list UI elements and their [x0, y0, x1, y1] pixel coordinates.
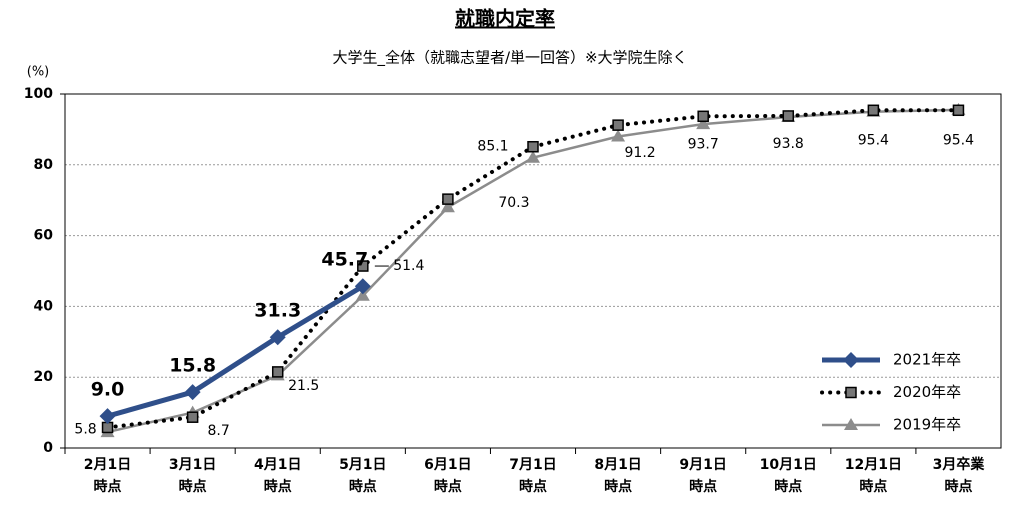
- point: [440, 200, 455, 213]
- point: [697, 110, 709, 123]
- chart-subtitle: 大学生_全体（就職志望者/単一回答）※大学院生除く: [332, 49, 687, 68]
- data-label: 21.5: [288, 378, 319, 394]
- legend-label: 2021年卒: [893, 351, 961, 369]
- point: [867, 104, 880, 117]
- legend-marker: [843, 352, 859, 368]
- data-label: 15.8: [169, 355, 216, 377]
- chart-title: 就職内定率: [455, 7, 555, 31]
- y-tick-label: 20: [34, 369, 54, 385]
- point: [354, 278, 371, 295]
- legend-marker: [845, 386, 857, 399]
- data-label: 93.8: [773, 136, 804, 152]
- point: [526, 150, 540, 163]
- x-tick-label: 6月1日 時点: [424, 457, 472, 495]
- data-label: 70.3: [498, 195, 529, 211]
- data-label: 9.0: [91, 379, 125, 401]
- data-label: 5.8: [74, 421, 96, 437]
- point: [99, 408, 116, 425]
- data-label: 93.7: [688, 136, 719, 152]
- x-tick-label: 12月1日 時点: [844, 457, 902, 495]
- x-tick-label: 5月1日 時点: [339, 457, 387, 495]
- series-line: [106, 284, 365, 419]
- x-tick-label: 2月1日 時点: [83, 457, 132, 495]
- point: [186, 411, 199, 423]
- point: [442, 193, 454, 205]
- legend-marker: [844, 418, 858, 430]
- y-tick-label: 40: [34, 298, 54, 314]
- x-tick-label: 8月1日 時点: [594, 457, 642, 495]
- x-tick-label: 4月1日 時点: [253, 457, 302, 495]
- x-tick-label: 3月1日 時点: [168, 457, 217, 495]
- point: [271, 366, 284, 378]
- data-label: 51.4: [393, 258, 424, 274]
- data-label: 85.1: [477, 139, 508, 155]
- plot-frame: [64, 93, 1002, 449]
- point: [782, 110, 795, 122]
- y-tick-label: 60: [34, 228, 54, 244]
- data-label: 31.3: [254, 300, 301, 322]
- x-tick-label: 7月1日 時点: [509, 457, 557, 495]
- point: [527, 140, 539, 153]
- data-label: 95.4: [943, 132, 974, 148]
- x-tick-label: 10月1日 時点: [759, 457, 817, 495]
- point: [611, 129, 626, 142]
- point: [696, 117, 711, 130]
- y-axis-label: (%): [27, 65, 50, 80]
- y-tick-label: 80: [34, 157, 54, 173]
- point: [612, 119, 624, 131]
- y-tick-label: 0: [43, 440, 53, 456]
- data-label: 45.7: [321, 249, 368, 271]
- data-label: 8.7: [208, 423, 230, 439]
- point: [952, 104, 965, 117]
- data-label: 95.4: [858, 132, 889, 148]
- y-tick-label: 100: [24, 86, 53, 102]
- x-tick-label: 9月1日 時点: [679, 457, 727, 495]
- x-tick-label: 3月卒業 時点: [932, 457, 985, 495]
- point: [269, 329, 286, 346]
- data-label: 91.2: [625, 145, 656, 161]
- legend-label: 2020年卒: [893, 383, 961, 401]
- point: [355, 288, 370, 301]
- point: [184, 384, 201, 401]
- point: [357, 260, 369, 272]
- legend-label: 2019年卒: [893, 416, 961, 434]
